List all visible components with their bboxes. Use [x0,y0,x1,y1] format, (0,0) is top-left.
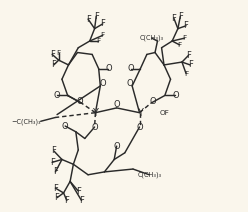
Text: F: F [51,60,56,69]
Text: O: O [113,142,120,151]
Text: F: F [171,14,176,23]
Text: F: F [101,32,105,38]
Text: F: F [55,193,60,202]
Text: F: F [51,146,56,155]
Text: F: F [79,196,84,205]
Text: F: F [53,167,58,176]
Text: O: O [105,64,112,73]
Text: F: F [57,50,61,56]
Text: F: F [50,158,55,167]
Text: O: O [62,121,68,131]
Text: O: O [99,80,106,88]
Text: F: F [188,60,193,69]
Text: F: F [64,196,69,205]
Text: F: F [186,51,191,60]
Text: F: F [86,15,91,24]
Text: O: O [113,100,120,109]
Text: F: F [182,35,186,41]
Text: F: F [184,71,188,77]
Text: F: F [96,38,100,44]
Text: O: O [150,97,156,106]
Text: O: O [136,123,143,131]
Text: F: F [50,50,55,59]
Text: O: O [127,80,133,88]
Text: O: O [91,123,98,131]
Text: F: F [53,184,58,193]
Text: F: F [178,42,182,48]
Text: C(CH₃)₃: C(CH₃)₃ [137,172,161,178]
Text: F: F [184,21,188,30]
Text: Y: Y [137,108,142,118]
Text: Y: Y [93,108,98,118]
Text: O: O [172,91,179,100]
Text: OF: OF [159,110,169,116]
Text: F: F [178,12,183,21]
Text: F: F [100,19,105,28]
Text: C(CH₃)₃: C(CH₃)₃ [140,35,164,41]
Text: O: O [127,64,134,73]
Text: −C(CH₃)₃: −C(CH₃)₃ [11,118,41,124]
Text: F: F [76,187,81,195]
Text: O: O [54,91,60,100]
Text: F: F [94,12,99,21]
Text: O: O [76,97,83,106]
